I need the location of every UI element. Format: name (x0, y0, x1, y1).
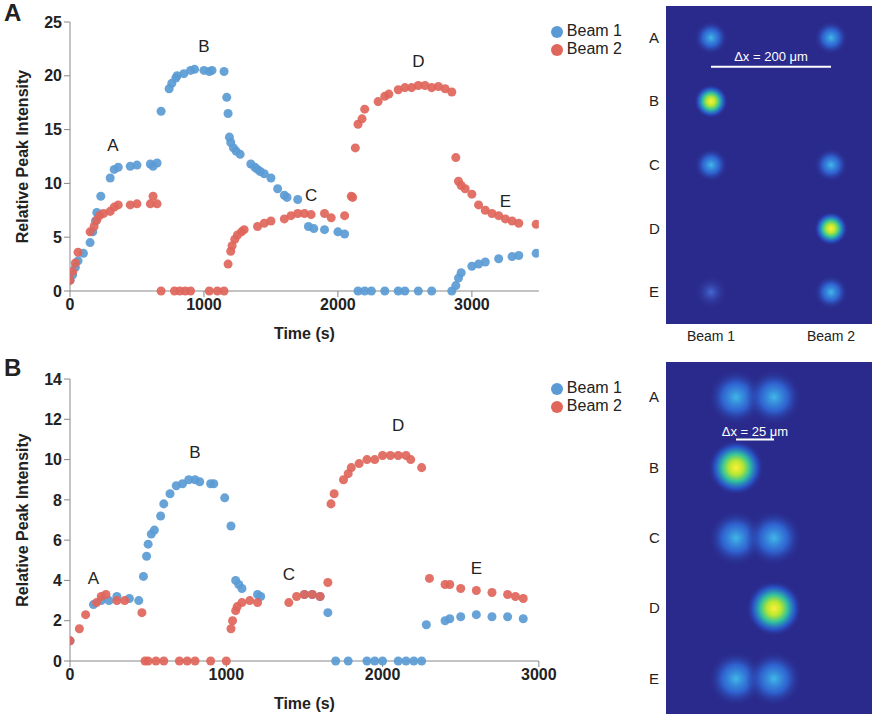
svg-text:0: 0 (66, 296, 75, 313)
svg-text:15: 15 (44, 121, 62, 138)
svg-text:A: A (88, 569, 100, 588)
svg-text:C: C (283, 565, 295, 584)
svg-text:B: B (198, 37, 209, 56)
html-text:Beam 1: Beam 1 (686, 328, 736, 344)
svg-text:6: 6 (53, 532, 62, 549)
html-text:D: D (649, 599, 660, 617)
svg-text:D: D (392, 416, 404, 435)
svg-text:Time (s): Time (s) (274, 325, 335, 342)
svg-text:Relative Peak Intensity: Relative Peak Intensity (14, 70, 31, 244)
svg-text:4: 4 (53, 572, 62, 589)
svg-text:3000: 3000 (521, 666, 557, 683)
html-text:B: B (4, 354, 22, 381)
svg-text:10: 10 (44, 451, 62, 468)
html-text:A: A (649, 28, 659, 46)
svg-text:C: C (305, 186, 317, 205)
svg-text:2000: 2000 (320, 296, 356, 313)
svg-text:1000: 1000 (208, 666, 244, 683)
svg-text:25: 25 (44, 14, 62, 31)
svg-text:E: E (471, 559, 482, 578)
svg-text:8: 8 (53, 492, 62, 509)
svg-text:E: E (500, 192, 511, 211)
svg-text:D: D (412, 52, 424, 71)
svg-text:Δx = 25 μm: Δx = 25 μm (722, 424, 788, 439)
svg-text:20: 20 (44, 67, 62, 84)
svg-text:0: 0 (53, 653, 62, 670)
html-text:Beam 2: Beam 2 (806, 328, 856, 344)
html-text:B: B (649, 458, 659, 476)
svg-text:0: 0 (66, 666, 75, 683)
svg-text:B: B (189, 443, 200, 462)
html-text:E: E (649, 669, 659, 687)
svg-text:5: 5 (53, 229, 62, 246)
svg-text:A: A (107, 136, 119, 155)
html-text:Beam 1: Beam 1 (566, 22, 622, 39)
svg-text:0: 0 (53, 283, 62, 300)
svg-text:3000: 3000 (454, 296, 490, 313)
html-text:B: B (649, 92, 659, 110)
html-text:C: C (649, 529, 660, 546)
svg-text:Δx = 200 μm: Δx = 200 μm (734, 49, 808, 64)
svg-text:14: 14 (44, 371, 62, 388)
html-text:Beam 2: Beam 2 (566, 397, 622, 414)
svg-text:2000: 2000 (365, 666, 401, 683)
svg-text:1000: 1000 (186, 296, 222, 313)
svg-text:10: 10 (44, 175, 62, 192)
html-text:Beam 2: Beam 2 (566, 40, 622, 57)
html-text:C: C (649, 156, 660, 173)
html-text:A: A (649, 388, 659, 406)
html-text:E: E (649, 283, 659, 301)
svg-text:2: 2 (53, 612, 62, 629)
html-text:D: D (649, 219, 660, 237)
svg-text:12: 12 (44, 411, 62, 428)
html-text:A: A (4, 0, 22, 26)
svg-text:Relative Peak Intensity: Relative Peak Intensity (14, 433, 31, 607)
svg-text:Time (s): Time (s) (274, 695, 335, 712)
html-text:Beam 1: Beam 1 (566, 379, 622, 396)
